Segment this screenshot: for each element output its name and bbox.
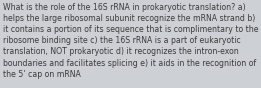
Text: What is the role of the 16S rRNA in prokaryotic translation? a)
helps the large : What is the role of the 16S rRNA in prok…	[3, 3, 259, 79]
